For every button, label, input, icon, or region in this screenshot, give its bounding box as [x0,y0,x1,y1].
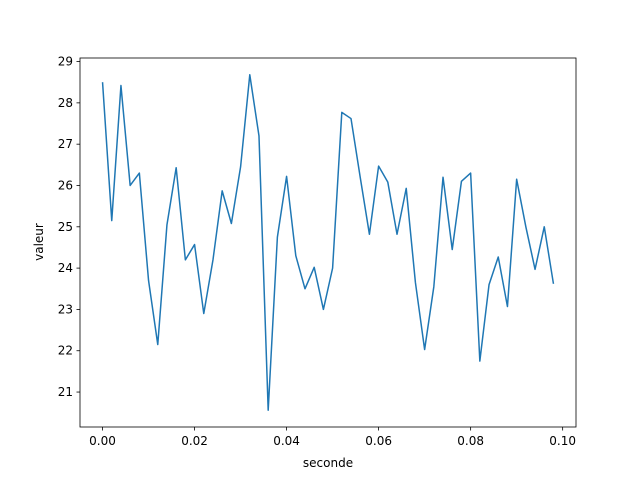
x-tick-label: 0.02 [181,434,208,448]
x-axis-label: seconde [303,456,353,470]
x-tick-label: 0.04 [273,434,300,448]
y-tick-label: 27 [58,137,73,151]
x-tick-label: 0.10 [549,434,576,448]
y-tick-label: 25 [58,220,73,234]
y-tick-label: 24 [58,261,73,275]
y-tick-label: 23 [58,302,73,316]
x-tick-label: 0.00 [89,434,116,448]
y-tick-label: 28 [58,96,73,110]
y-tick-label: 21 [58,385,73,399]
y-tick-label: 29 [58,55,73,69]
x-tick-label: 0.08 [457,434,484,448]
y-axis-label: valeur [32,223,46,261]
y-tick-label: 26 [58,178,73,192]
plot-frame [79,57,577,428]
x-tick-label: 0.06 [365,434,392,448]
line [101,74,555,411]
y-tick-label: 22 [58,344,73,358]
